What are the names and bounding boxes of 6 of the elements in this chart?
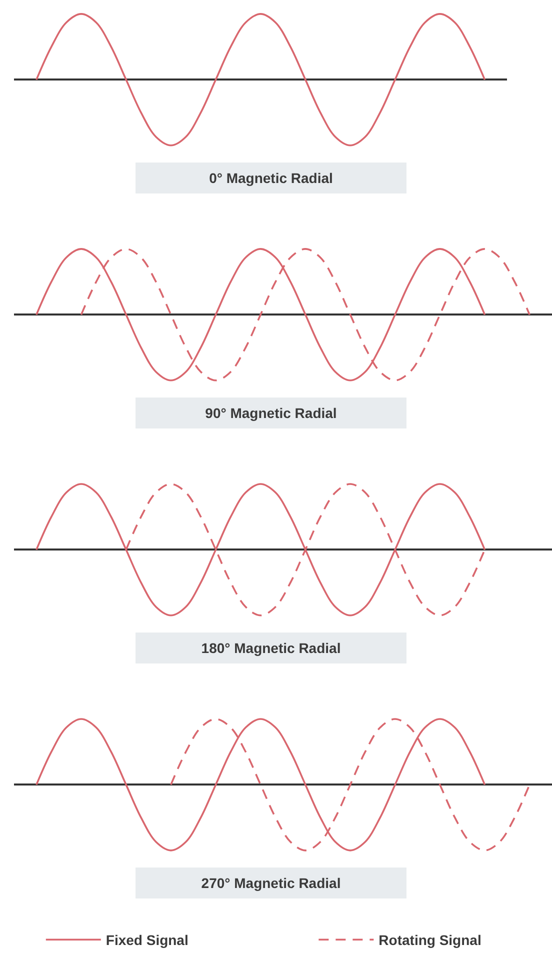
x-axis-title: 0° Magnetic Radial (209, 170, 333, 186)
legend-label: Fixed Signal (106, 932, 188, 948)
legend-label: Rotating Signal (378, 932, 482, 948)
x-axis-title: 90° Magnetic Radial (205, 405, 337, 421)
x-axis-title: 270° Magnetic Radial (201, 875, 341, 891)
x-axis-title: 180° Magnetic Radial (201, 640, 341, 656)
